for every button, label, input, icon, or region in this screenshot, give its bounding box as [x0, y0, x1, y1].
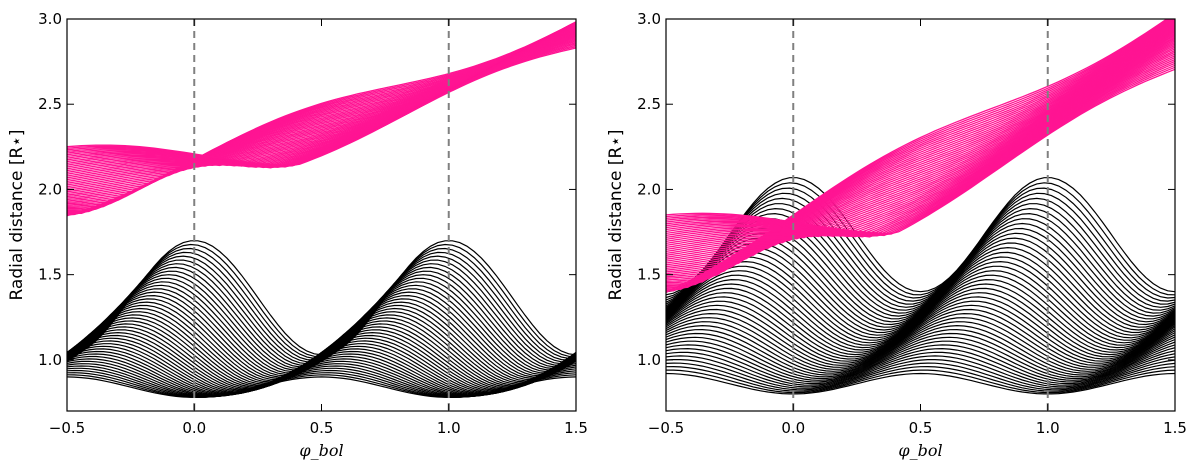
chart-panel-right: −0.5 0.0 0.5 1.0 1.5 1.0 1.5 2.0 2.5 3.0 φ_bol Radi…	[606, 10, 1187, 460]
y-tick-label: 2.0	[637, 180, 661, 198]
series-line-bound	[666, 292, 1175, 358]
x-tick-label: 1.0	[437, 419, 461, 437]
series-line-bound	[67, 259, 576, 365]
series-line-escaping	[666, 55, 1175, 238]
series-line-bound	[666, 372, 1175, 395]
y-tick-label: 2.5	[637, 95, 661, 113]
series-line-escaping	[666, 57, 1175, 238]
y-tick-label: 3.0	[38, 10, 62, 28]
y-tick-label: 2.5	[38, 95, 62, 113]
series-line-bound	[666, 283, 1175, 353]
series-line-escaping	[666, 58, 1175, 238]
series-line-escaping	[666, 51, 1175, 238]
plot-area	[666, 19, 1175, 395]
x-tick-label: 1.5	[564, 419, 588, 437]
series-line-bound	[666, 321, 1175, 372]
y-tick-label: 3.0	[637, 10, 661, 28]
y-axis-label: Radial distance [R⋆]	[606, 129, 626, 300]
series-line-bound	[666, 317, 1175, 370]
series-line-escaping	[666, 64, 1175, 237]
x-tick-label: 0.5	[909, 419, 933, 437]
series-line-escaping	[666, 49, 1175, 237]
series-line-escaping	[666, 38, 1175, 249]
series-line-bound	[666, 304, 1175, 364]
series-line-escaping	[666, 53, 1175, 238]
series-line-bound	[666, 347, 1175, 385]
series-line-bound	[666, 182, 1175, 296]
series-line-bound	[666, 344, 1175, 383]
series-line-bound	[666, 287, 1175, 356]
series-line-escaping	[666, 46, 1175, 239]
series-line-bound	[666, 278, 1175, 351]
series-line-bound	[666, 300, 1175, 362]
series-line-bound	[666, 324, 1175, 374]
series-line-escaping	[666, 44, 1175, 241]
series-line-bound	[666, 332, 1175, 378]
series-line-bound	[666, 328, 1175, 376]
x-tick-label: 0.5	[310, 419, 334, 437]
series-line-escaping	[666, 66, 1175, 236]
series-line-escaping	[666, 48, 1175, 237]
series-line-escaping	[666, 28, 1175, 266]
series-line-bound	[666, 187, 1175, 299]
series-line-bound	[666, 197, 1175, 305]
series-line-bound	[666, 359, 1175, 389]
series-line-bound	[666, 340, 1175, 381]
series-line-bound	[666, 308, 1175, 366]
y-tick-label: 2.0	[38, 180, 62, 198]
series-line-escaping	[666, 26, 1175, 270]
series-line-bound	[666, 355, 1175, 388]
x-tick-label: −0.5	[648, 419, 684, 437]
series-line-escaping	[666, 19, 1168, 294]
series-line-escaping	[666, 62, 1175, 237]
series-line-escaping	[666, 68, 1175, 235]
series-line-escaping	[67, 47, 576, 167]
x-tick-label: 0.0	[182, 419, 206, 437]
y-tick-label: 1.0	[38, 351, 62, 369]
series-line-bound	[67, 240, 576, 356]
y-tick-label: 1.0	[637, 351, 661, 369]
series-line-bound	[666, 192, 1175, 302]
series-line-bound	[666, 351, 1175, 386]
x-axis-label: φ_bol	[299, 441, 343, 460]
x-tick-label: 1.5	[1163, 419, 1187, 437]
series-line-bound	[666, 362, 1175, 391]
y-axis-label: Radial distance [R⋆]	[7, 129, 27, 300]
series-line-escaping	[666, 43, 1175, 243]
series-line-escaping	[666, 19, 1175, 284]
series-line-bound	[666, 312, 1175, 368]
y-tick-label: 1.5	[38, 266, 62, 284]
plot-area	[67, 21, 576, 398]
series-line-escaping	[666, 19, 1171, 292]
series-line-bound	[67, 255, 576, 363]
x-tick-label: 0.0	[781, 419, 805, 437]
x-tick-label: 1.0	[1036, 419, 1060, 437]
series-line-bound	[666, 369, 1175, 394]
series-line-escaping	[666, 60, 1175, 237]
series-line-bound	[666, 336, 1175, 380]
series-line-escaping	[666, 41, 1175, 245]
series-line-bound	[666, 177, 1175, 293]
chart-panel-left: −0.5 0.0 0.5 1.0 1.5 1.0 1.5 2.0 2.5 3.0 φ_bol Radi…	[7, 10, 588, 460]
x-axis-label: φ_bol	[898, 441, 942, 460]
series-line-bound	[666, 296, 1175, 360]
y-tick-label: 1.5	[637, 266, 661, 284]
x-tick-label: −0.5	[49, 419, 85, 437]
series-line-bound	[666, 365, 1175, 392]
